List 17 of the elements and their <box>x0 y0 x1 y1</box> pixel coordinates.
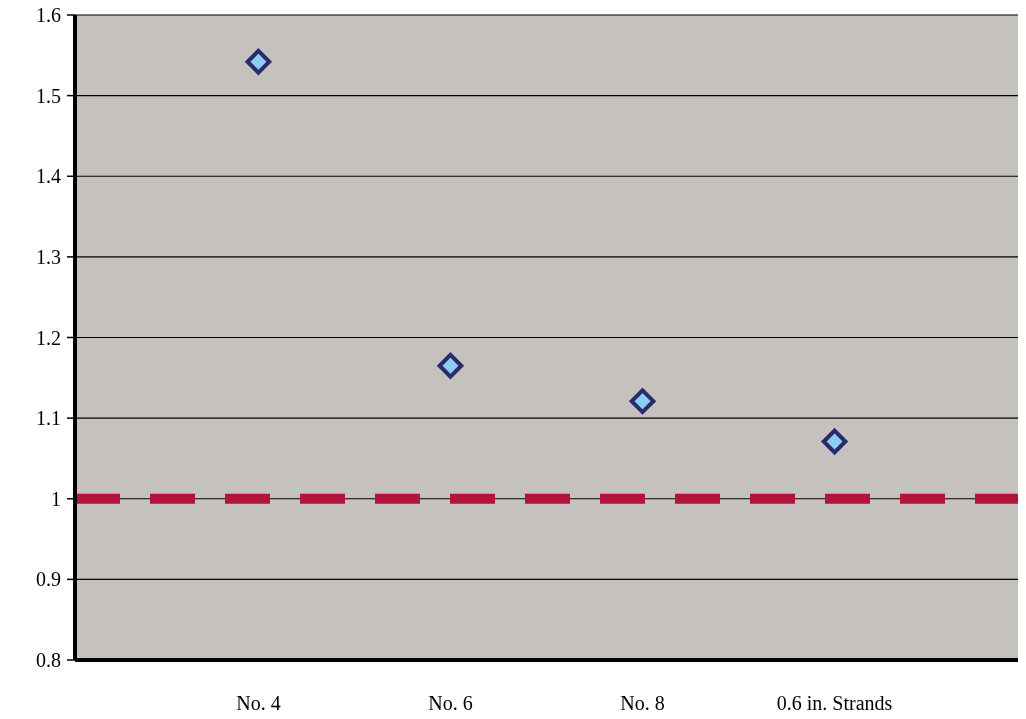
y-tick-label: 1.5 <box>36 84 61 107</box>
x-tick-label: No. 6 <box>428 692 473 714</box>
point <box>245 48 272 75</box>
point <box>629 388 656 415</box>
y-tick-label: 1 <box>51 487 61 510</box>
y-tick-label: 1.1 <box>36 407 61 430</box>
y-tick-label: 1.6 <box>36 4 61 26</box>
y-tick-label: 1.2 <box>36 326 61 349</box>
x-tick-label: 0.6 in. Strands <box>776 692 893 714</box>
y-tick-label: 1.3 <box>36 245 61 268</box>
y-tick-label: 1.4 <box>36 165 61 188</box>
x-tick-label: No. 8 <box>620 692 665 714</box>
y-tick-label: 0.9 <box>36 568 61 591</box>
x-tick-label: No. 4 <box>236 692 281 714</box>
y-tick-label: 0.8 <box>36 649 61 671</box>
point <box>437 352 464 379</box>
point <box>821 428 848 455</box>
